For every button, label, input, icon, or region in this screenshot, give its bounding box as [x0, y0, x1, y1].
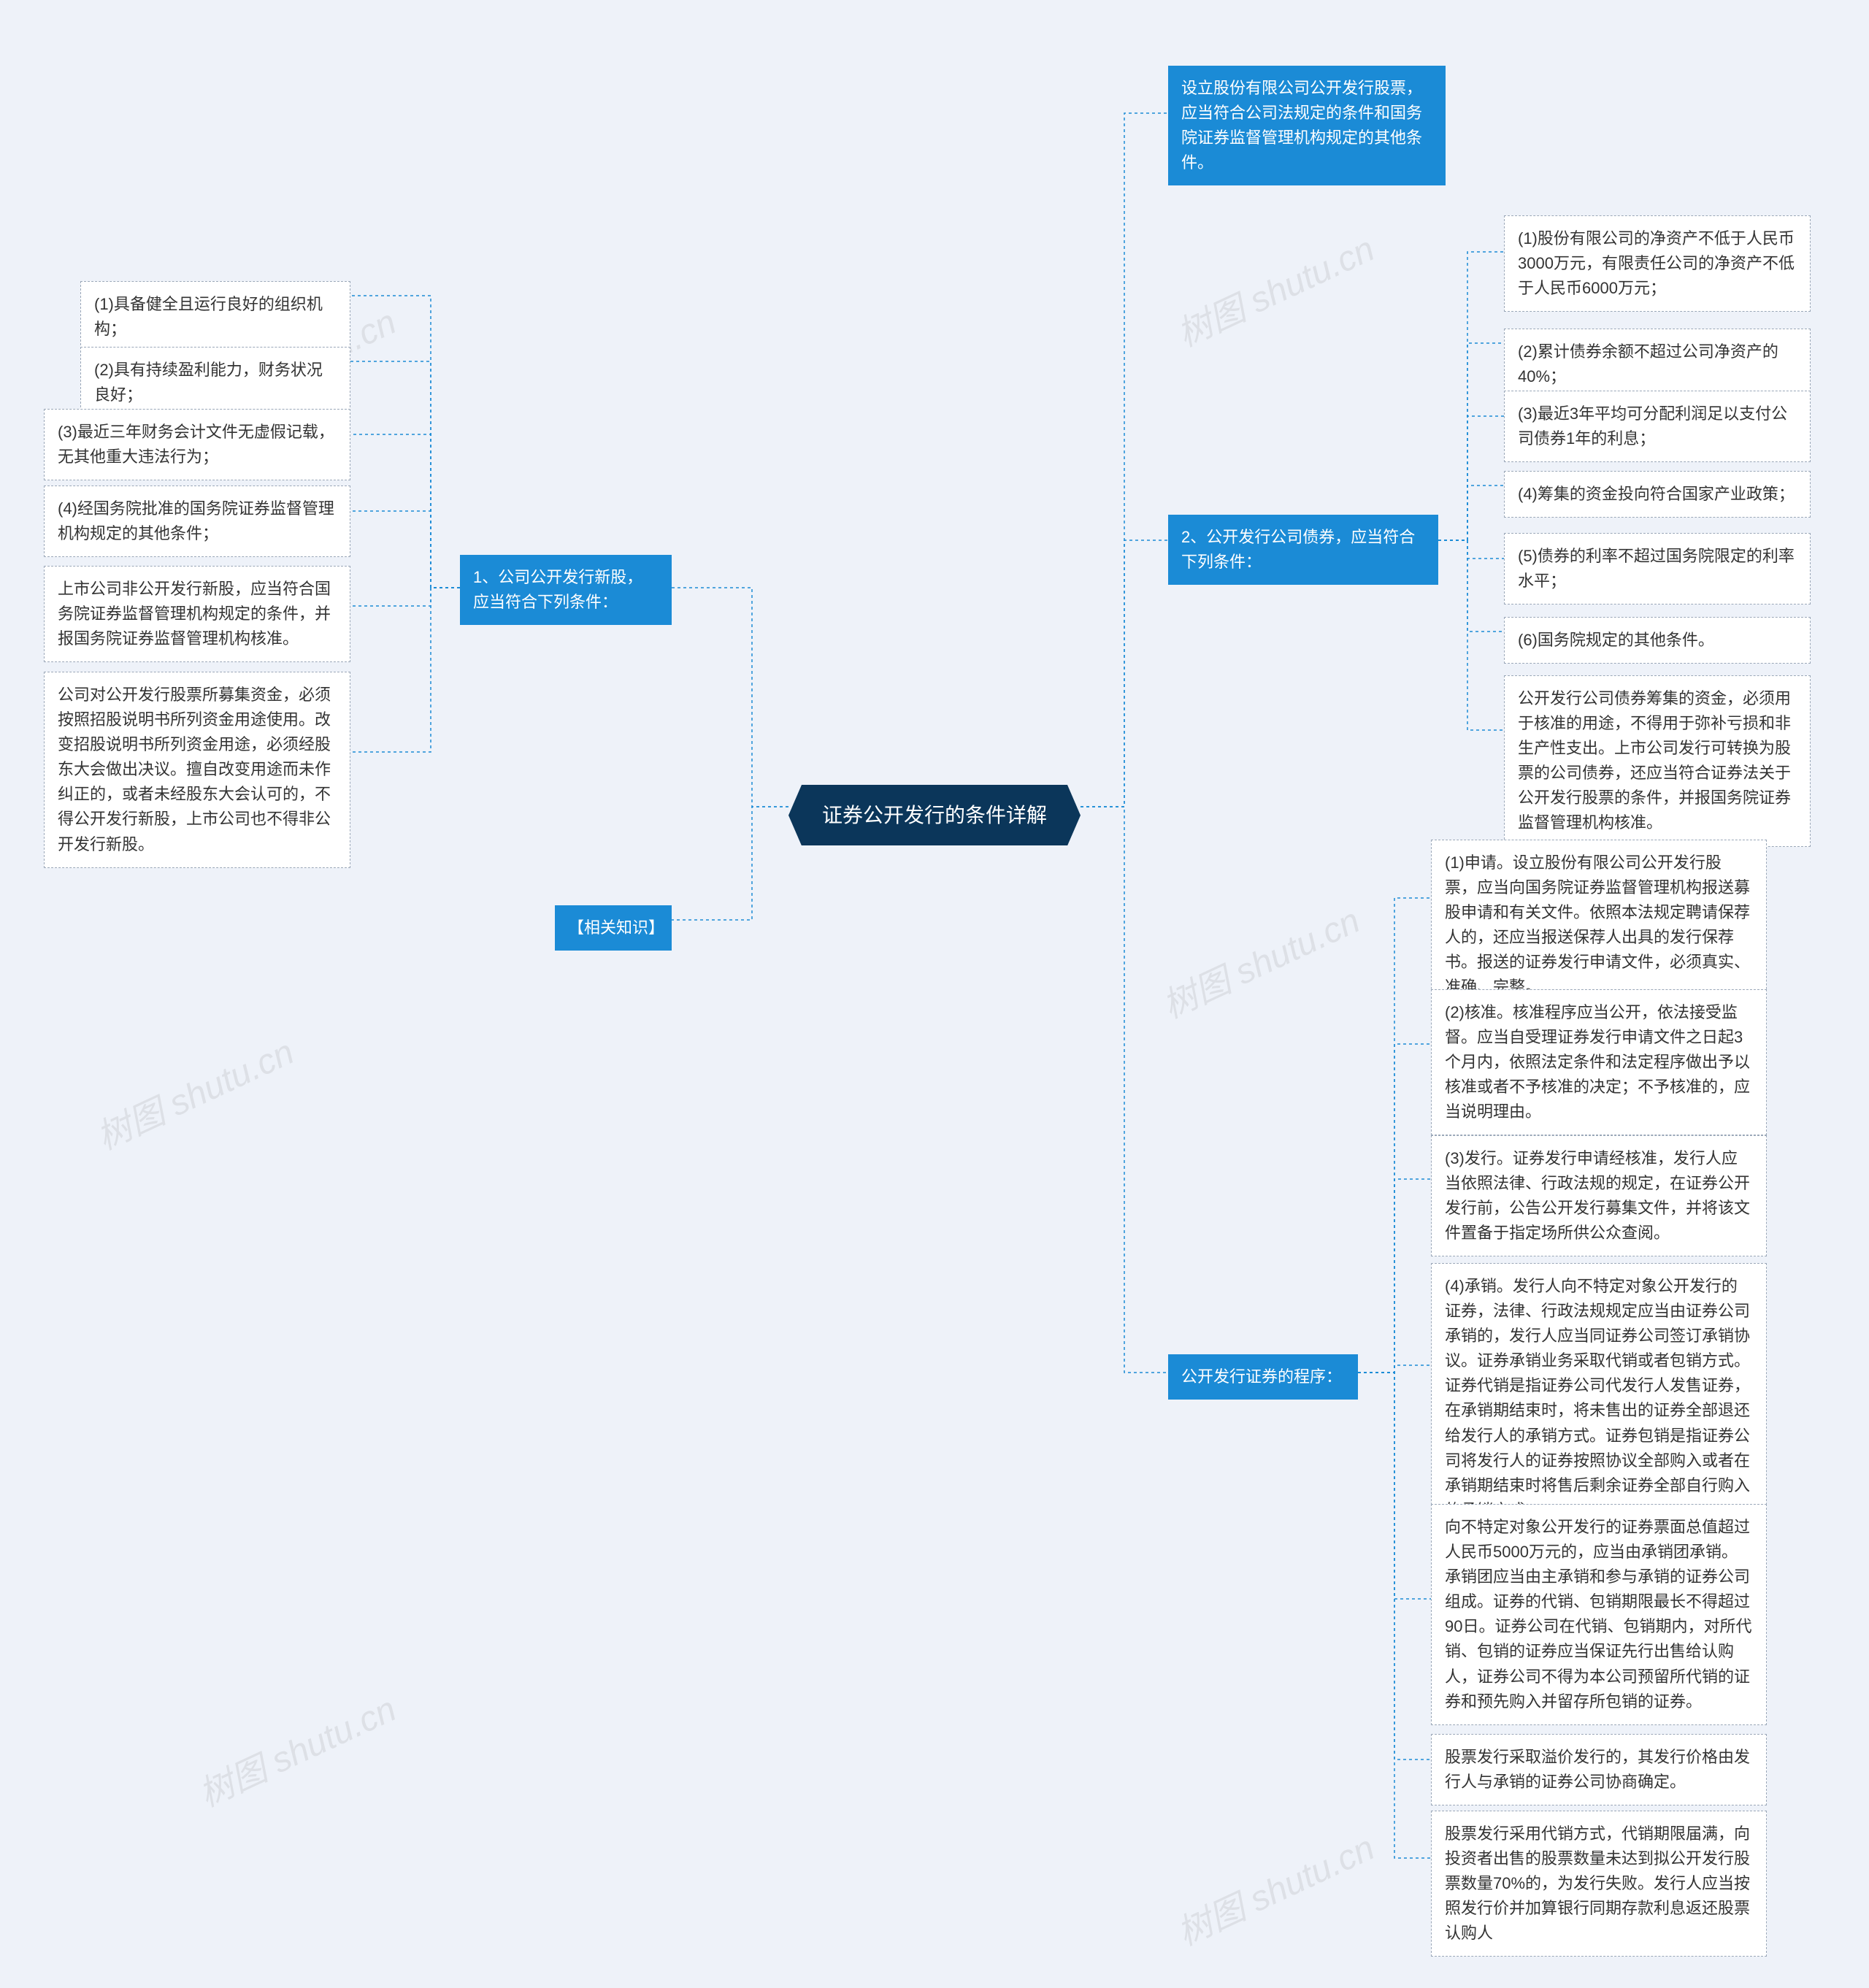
right-r3-leaf-1: (2)核准。核准程序应当公开，依法接受监督。应当自受理证券发行申请文件之日起3个…	[1431, 989, 1767, 1135]
left-branch-2[interactable]: 【相关知识】	[555, 905, 672, 951]
leaf-text: 上市公司非公开发行新股，应当符合国务院证券监督管理机构规定的条件，并报国务院证券…	[58, 580, 331, 648]
right-r2-leaf-6: 公开发行公司债券筹集的资金，必须用于核准的用途，不得用于弥补亏损和非生产性支出。…	[1504, 675, 1811, 847]
watermark: 树图 shutu.cn	[1167, 1819, 1381, 1955]
left-branch-2-label: 【相关知识】	[568, 918, 664, 937]
right-branch-3[interactable]: 公开发行证券的程序：	[1168, 1354, 1358, 1400]
right-r2-leaf-0: (1)股份有限公司的净资产不低于人民币3000万元，有限责任公司的净资产不低于人…	[1504, 215, 1811, 312]
leaf-text: 公开发行公司债券筹集的资金，必须用于核准的用途，不得用于弥补亏损和非生产性支出。…	[1518, 689, 1791, 832]
left-b1-leaf-1: (2)具有持续盈利能力，财务状况良好；	[80, 347, 350, 418]
right-branch-1-label: 设立股份有限公司公开发行股票，应当符合公司法规定的条件和国务院证券监督管理机构规…	[1181, 79, 1422, 172]
leaf-text: (4)经国务院批准的国务院证券监督管理机构规定的其他条件；	[58, 499, 334, 542]
right-r3-leaf-2: (3)发行。证券发行申请经核准，发行人应当依照法律、行政法规的规定，在证券公开发…	[1431, 1135, 1767, 1256]
leaf-text: 公司对公开发行股票所募集资金，必须按照招股说明书所列资金用途使用。改变招股说明书…	[58, 686, 331, 853]
right-r3-leaf-6: 股票发行采用代销方式，代销期限届满，向投资者出售的股票数量未达到拟公开发行股票数…	[1431, 1811, 1767, 1957]
leaf-text: (3)最近三年财务会计文件无虚假记载，无其他重大违法行为；	[58, 423, 334, 466]
watermark: 树图 shutu.cn	[1153, 892, 1367, 1028]
right-r2-leaf-2: (3)最近3年平均可分配利润足以支付公司债券1年的利息；	[1504, 391, 1811, 462]
right-r2-leaf-1: (2)累计债券余额不超过公司净资产的40%；	[1504, 329, 1811, 400]
leaf-text: (1)申请。设立股份有限公司公开发行股票，应当向国务院证券监督管理机构报送募股申…	[1445, 853, 1750, 996]
leaf-text: (2)核准。核准程序应当公开，依法接受监督。应当自受理证券发行申请文件之日起3个…	[1445, 1003, 1750, 1121]
leaf-text: (4)筹集的资金投向符合国家产业政策；	[1518, 485, 1795, 503]
leaf-text: 股票发行采用代销方式，代销期限届满，向投资者出售的股票数量未达到拟公开发行股票数…	[1445, 1824, 1750, 1942]
leaf-text: (3)最近3年平均可分配利润足以支付公司债券1年的利息；	[1518, 404, 1787, 448]
right-r2-leaf-3: (4)筹集的资金投向符合国家产业政策；	[1504, 471, 1811, 518]
leaf-text: (3)发行。证券发行申请经核准，发行人应当依照法律、行政法规的规定，在证券公开发…	[1445, 1149, 1750, 1242]
left-b1-leaf-2: (3)最近三年财务会计文件无虚假记载，无其他重大违法行为；	[44, 409, 350, 480]
right-r2-leaf-4: (5)债券的利率不超过国务院限定的利率水平；	[1504, 533, 1811, 605]
right-branch-1[interactable]: 设立股份有限公司公开发行股票，应当符合公司法规定的条件和国务院证券监督管理机构规…	[1168, 66, 1446, 185]
left-branch-1-label: 1、公司公开发行新股，应当符合下列条件：	[473, 568, 642, 611]
center-node[interactable]: 证券公开发行的条件详解	[788, 785, 1081, 845]
leaf-text: (4)承销。发行人向不特定对象公开发行的证券，法律、行政法规规定应当由证券公司承…	[1445, 1277, 1750, 1519]
left-b1-leaf-0: (1)具备健全且运行良好的组织机构；	[80, 281, 350, 353]
right-branch-2-label: 2、公开发行公司债券，应当符合下列条件：	[1181, 528, 1415, 571]
leaf-text: (5)债券的利率不超过国务院限定的利率水平；	[1518, 547, 1795, 590]
right-r3-leaf-5: 股票发行采取溢价发行的，其发行价格由发行人与承销的证券公司协商确定。	[1431, 1734, 1767, 1805]
right-r3-leaf-3: (4)承销。发行人向不特定对象公开发行的证券，法律、行政法规规定应当由证券公司承…	[1431, 1263, 1767, 1534]
left-b1-leaf-3: (4)经国务院批准的国务院证券监督管理机构规定的其他条件；	[44, 486, 350, 557]
left-b1-leaf-5: 公司对公开发行股票所募集资金，必须按照招股说明书所列资金用途使用。改变招股说明书…	[44, 672, 350, 868]
leaf-text: (2)累计债券余额不超过公司净资产的40%；	[1518, 342, 1778, 385]
right-r3-leaf-0: (1)申请。设立股份有限公司公开发行股票，应当向国务院证券监督管理机构报送募股申…	[1431, 840, 1767, 1011]
right-branch-2[interactable]: 2、公开发行公司债券，应当符合下列条件：	[1168, 515, 1438, 585]
watermark: 树图 shutu.cn	[1167, 220, 1381, 356]
center-label: 证券公开发行的条件详解	[822, 804, 1047, 826]
watermark: 树图 shutu.cn	[87, 1024, 301, 1159]
left-branch-1[interactable]: 1、公司公开发行新股，应当符合下列条件：	[460, 555, 672, 625]
leaf-text: 向不特定对象公开发行的证券票面总值超过人民币5000万元的，应当由承销团承销。承…	[1445, 1518, 1751, 1711]
left-b1-leaf-4: 上市公司非公开发行新股，应当符合国务院证券监督管理机构规定的条件，并报国务院证券…	[44, 566, 350, 662]
right-r3-leaf-4: 向不特定对象公开发行的证券票面总值超过人民币5000万元的，应当由承销团承销。承…	[1431, 1504, 1767, 1725]
leaf-text: 股票发行采取溢价发行的，其发行价格由发行人与承销的证券公司协商确定。	[1445, 1748, 1750, 1791]
leaf-text: (2)具有持续盈利能力，财务状况良好；	[94, 361, 323, 404]
right-branch-3-label: 公开发行证券的程序：	[1181, 1367, 1342, 1386]
leaf-text: (1)具备健全且运行良好的组织机构；	[94, 295, 323, 338]
right-r2-leaf-5: (6)国务院规定的其他条件。	[1504, 617, 1811, 664]
leaf-text: (1)股份有限公司的净资产不低于人民币3000万元，有限责任公司的净资产不低于人…	[1518, 229, 1795, 297]
leaf-text: (6)国务院规定的其他条件。	[1518, 631, 1714, 649]
watermark: 树图 shutu.cn	[189, 1681, 403, 1816]
